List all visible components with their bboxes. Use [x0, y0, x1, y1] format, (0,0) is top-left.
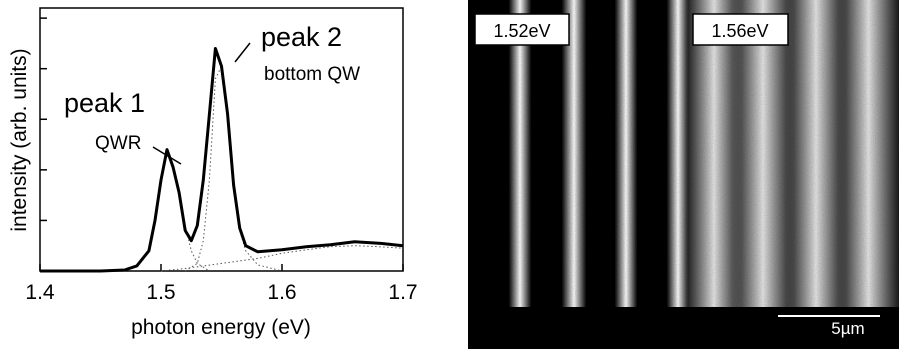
peak-1-label: peak 1: [64, 88, 145, 118]
x-axis-tick-labels: 1.4 1.5 1.6 1.7: [25, 281, 417, 304]
y-axis-ticks: [40, 17, 47, 222]
x-tick-label: 1.6: [267, 281, 296, 304]
broad-band: [786, 0, 846, 307]
measured-spectrum-line: [40, 47, 404, 273]
broad-band: [732, 0, 794, 307]
x-tick-label: 1.4: [25, 281, 55, 304]
fit-component-line-1: [124, 149, 210, 272]
bright-stripe: [509, 0, 531, 307]
scalebar-label: 5µm: [831, 319, 864, 338]
x-axis-label: photon energy (eV): [131, 316, 311, 339]
peak-1-pointer: [152, 146, 182, 165]
energy-label-1-56ev: 1.56eV: [711, 21, 768, 41]
peak-2-pointer: [234, 42, 251, 63]
label-box-1-52ev: [474, 13, 570, 46]
x-tick-label: 1.7: [388, 281, 417, 304]
scalebar-strip: [468, 307, 899, 349]
energy-label-1-52ev: 1.52eV: [493, 21, 550, 41]
cl-image-panel: 5µm 1.52eV 1.56eV: [468, 0, 899, 349]
spectrum-panel: 1.4 1.5 1.6 1.7 intensity (arb. units) phot…: [8, 7, 418, 339]
peak-2-label: peak 2: [261, 22, 342, 52]
series-layer: [40, 47, 404, 273]
x-tick-label: 1.5: [146, 281, 175, 304]
cl-image-1-56ev: [686, 0, 899, 307]
peak-1-sublabel: QWR: [95, 133, 141, 154]
x-axis-ticks: [39, 264, 404, 271]
broad-band: [838, 0, 899, 307]
peak-2-sublabel: bottom QW: [264, 64, 360, 85]
bright-stripe: [615, 0, 637, 307]
cl-image-1-52ev: [470, 0, 689, 307]
bright-stripe: [562, 0, 586, 307]
label-box-1-56ev: [692, 13, 789, 46]
bright-stripe: [667, 0, 689, 307]
y-axis-label: intensity (arb. units): [8, 48, 31, 231]
plot-frame: [39, 7, 404, 272]
